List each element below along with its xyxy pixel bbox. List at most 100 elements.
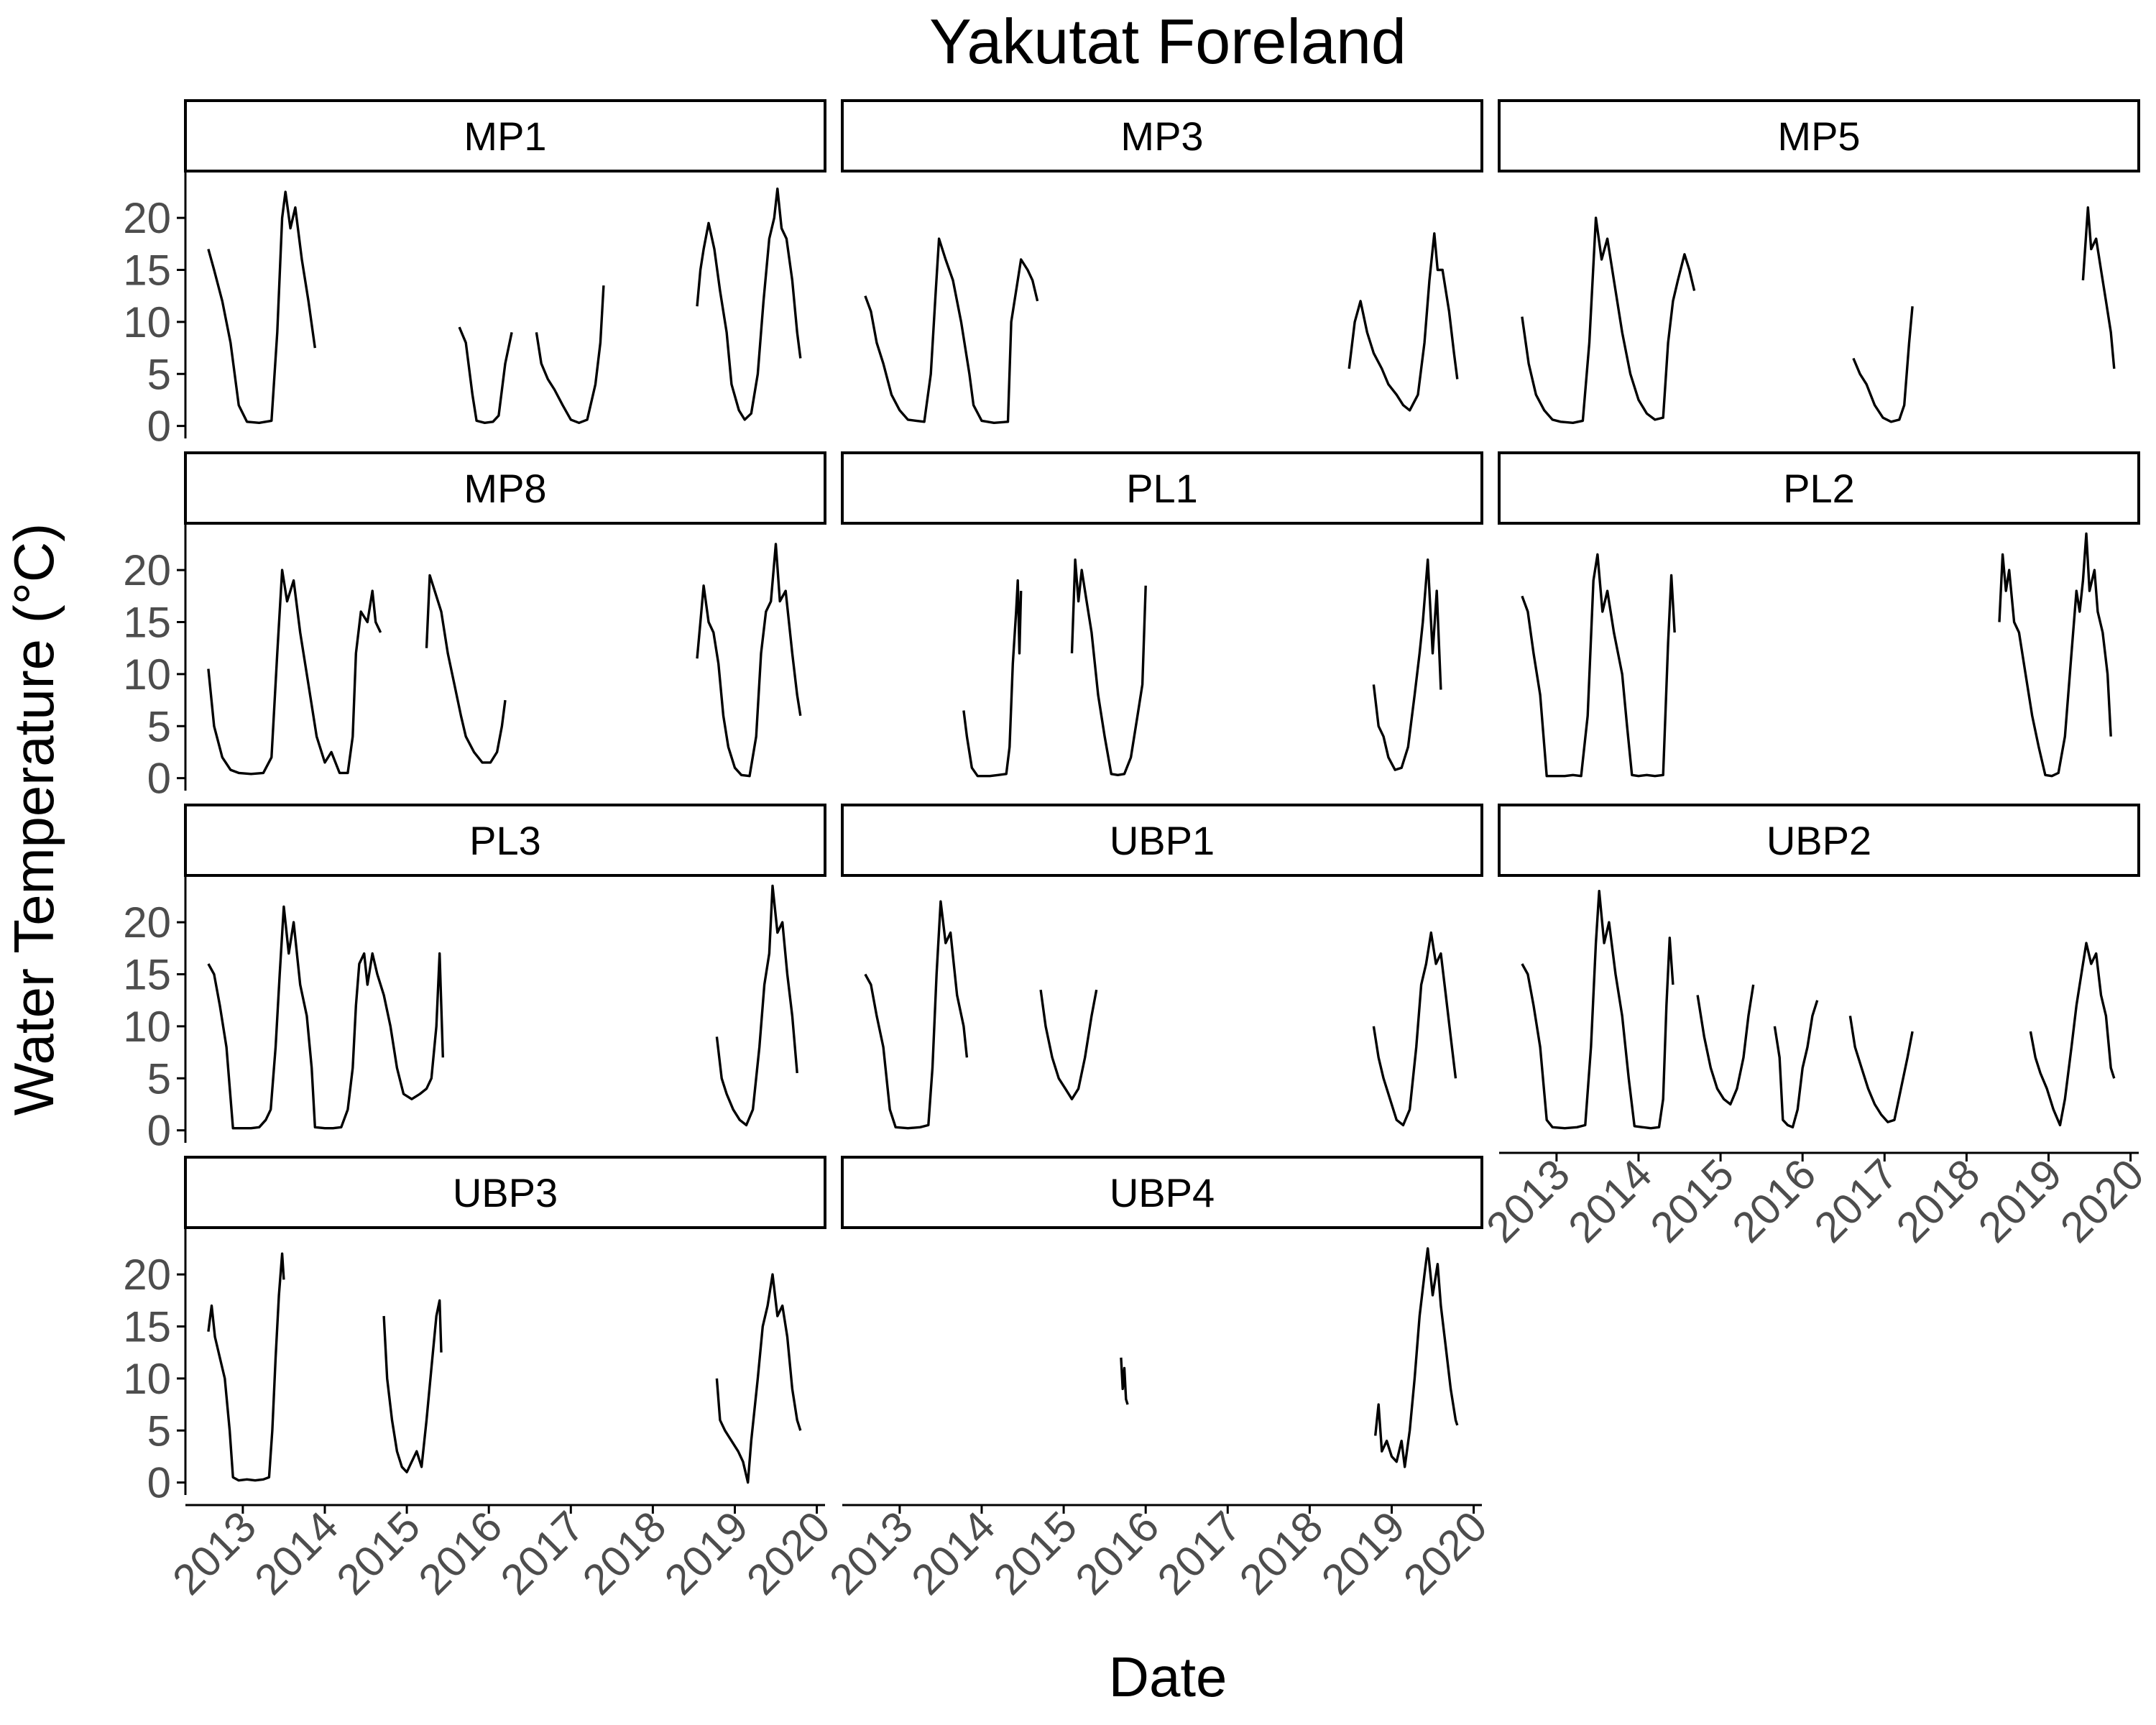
temperature-line <box>962 579 1023 778</box>
strip-label: MP8 <box>464 466 546 511</box>
temperature-line <box>425 574 507 764</box>
strip-label: UBP1 <box>1110 818 1215 863</box>
temperature-line <box>1039 989 1098 1100</box>
x-tick-label: 2018 <box>1230 1502 1332 1604</box>
temperature-line <box>1374 1247 1459 1468</box>
y-tick-label: 0 <box>147 755 171 803</box>
x-tick-label: 2016 <box>1067 1502 1169 1604</box>
strip-label: MP1 <box>464 114 546 159</box>
x-tick-label: 2019 <box>655 1502 757 1604</box>
strip-label: UBP4 <box>1110 1170 1215 1215</box>
strip-box <box>184 1156 826 1229</box>
x-tick-label: 2020 <box>737 1502 839 1604</box>
temperature-line <box>1521 553 1676 778</box>
strip-label: UBP3 <box>453 1170 558 1215</box>
x-tick-label: 2017 <box>1148 1502 1250 1604</box>
temperature-line <box>207 905 444 1130</box>
x-tick-label: 2018 <box>573 1502 676 1604</box>
temperature-line <box>715 1273 802 1484</box>
temperature-line <box>2081 206 2116 369</box>
strip-box <box>841 1156 1483 1229</box>
x-tick-label: 2017 <box>492 1502 594 1604</box>
strip-box <box>1498 451 2140 525</box>
strip-label: UBP2 <box>1766 818 1871 863</box>
temperature-line <box>696 543 802 778</box>
temperature-line <box>864 900 969 1130</box>
temperature-line <box>1372 931 1457 1127</box>
y-tick-label: 20 <box>123 1251 171 1299</box>
x-tick-label: 2017 <box>1805 1150 1907 1252</box>
temperature-line <box>1773 1000 1819 1128</box>
panel-pl2: PL2 <box>1498 451 2140 778</box>
strip-box <box>841 451 1483 525</box>
x-tick-label: 2016 <box>1723 1150 1825 1252</box>
x-tick-label: 2019 <box>1969 1150 2071 1252</box>
temperature-line <box>1372 558 1442 771</box>
temperature-line <box>382 1299 443 1473</box>
y-tick-label: 10 <box>123 298 171 346</box>
temperature-line <box>715 884 798 1127</box>
x-tick-label: 2014 <box>245 1502 347 1604</box>
strip-label: PL3 <box>469 818 541 863</box>
x-tick-label: 2014 <box>1559 1150 1661 1252</box>
y-tick-label: 0 <box>147 402 171 451</box>
panel-mp3: MP3 <box>841 99 1483 424</box>
y-tick-label: 20 <box>123 898 171 947</box>
temperature-line <box>696 187 802 421</box>
temperature-line <box>458 326 513 424</box>
y-tick-label: 5 <box>147 1407 171 1455</box>
y-axis-title: Water Temperature (°C) <box>2 523 65 1116</box>
strip-label: PL1 <box>1126 466 1198 511</box>
y-tick-label: 15 <box>123 247 171 295</box>
x-tick-label: 2013 <box>820 1502 922 1604</box>
temperature-line <box>1852 306 1914 423</box>
temperature-line <box>1998 532 2112 778</box>
x-tick-label: 2015 <box>1641 1150 1743 1252</box>
x-tick-label: 2014 <box>902 1502 1004 1604</box>
chart-title: Yakutat Foreland <box>929 6 1406 77</box>
strip-box <box>1498 99 2140 172</box>
temperature-line <box>1521 216 1696 424</box>
panel-mp5: MP5 <box>1498 99 2140 424</box>
panel-ubp1: UBP1 <box>841 804 1483 1130</box>
temperature-line <box>864 237 1039 424</box>
y-tick-label: 5 <box>147 702 171 750</box>
temperature-line <box>207 569 382 776</box>
y-tick-label: 15 <box>123 1303 171 1351</box>
temperature-line <box>1070 558 1147 776</box>
strip-label: PL2 <box>1783 466 1855 511</box>
y-tick-label: 15 <box>123 599 171 647</box>
x-tick-label: 2018 <box>1887 1150 1989 1252</box>
y-tick-label: 15 <box>123 951 171 999</box>
x-tick-label: 2015 <box>328 1502 430 1604</box>
x-tick-label: 2020 <box>1394 1502 1496 1604</box>
y-tick-label: 10 <box>123 650 171 699</box>
temperature-line <box>535 285 605 424</box>
y-tick-label: 20 <box>123 194 171 242</box>
temperature-line <box>2029 942 2116 1127</box>
strip-box <box>1498 804 2140 877</box>
y-tick-label: 0 <box>147 1107 171 1155</box>
x-tick-label: 2013 <box>1477 1150 1579 1252</box>
x-tick-label: 2013 <box>163 1502 265 1604</box>
x-tick-label: 2019 <box>1312 1502 1414 1604</box>
temperature-line <box>207 1252 285 1482</box>
temperature-line <box>1521 890 1674 1130</box>
temperature-line <box>1848 1016 1914 1123</box>
x-tick-label: 2015 <box>985 1502 1087 1604</box>
temperature-line <box>1120 1357 1129 1405</box>
strip-box <box>184 99 826 172</box>
strip-box <box>841 99 1483 172</box>
strip-box <box>841 804 1483 877</box>
temperature-line <box>1696 984 1755 1106</box>
strip-box <box>184 451 826 525</box>
y-tick-label: 10 <box>123 1003 171 1051</box>
strip-label: MP3 <box>1120 114 1203 159</box>
